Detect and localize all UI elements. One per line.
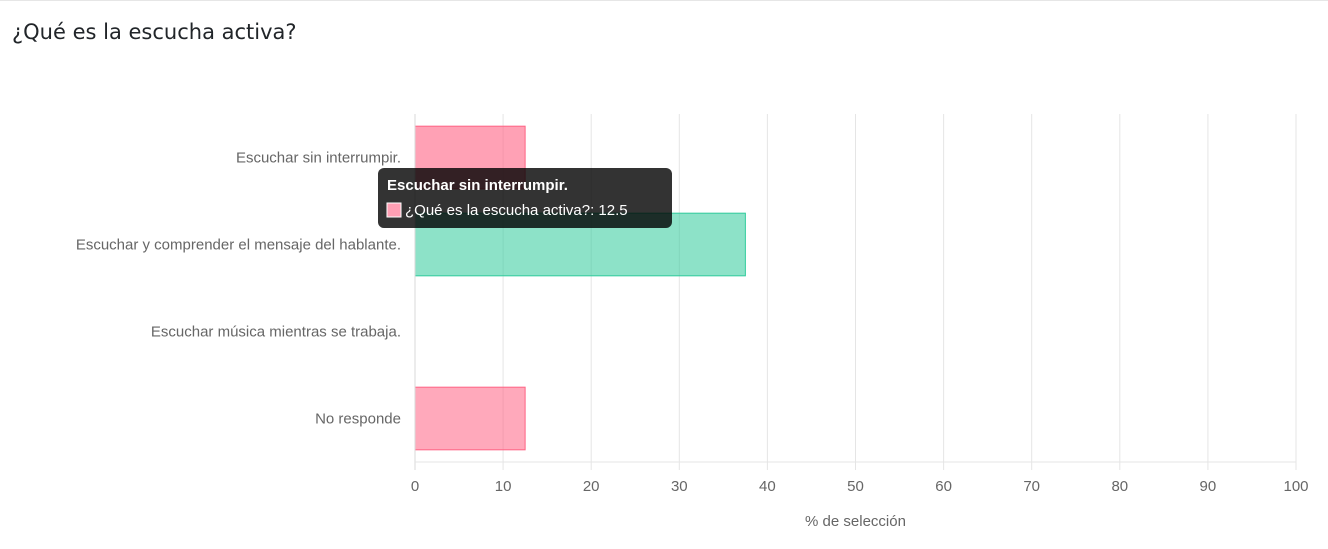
- top-border: [0, 0, 1328, 1]
- x-tick-label: 40: [759, 478, 776, 495]
- x-tick-label: 60: [935, 478, 952, 495]
- category-label: Escuchar música mientras se trabaja.: [151, 324, 401, 341]
- tooltip-background: [378, 168, 672, 228]
- x-tick-label: 80: [1111, 478, 1128, 495]
- x-tick-label: 10: [495, 478, 512, 495]
- bars: [414, 125, 746, 451]
- x-tick-label: 30: [671, 478, 688, 495]
- x-tick-label: 90: [1200, 478, 1217, 495]
- tooltip-label: ¿Qué es la escucha activa?: 12.5: [405, 202, 628, 219]
- x-tick-label: 20: [583, 478, 600, 495]
- category-label: No responde: [315, 411, 401, 428]
- tooltip-title: Escuchar sin interrumpir.: [387, 177, 568, 194]
- tooltip-color-swatch: [386, 202, 402, 218]
- labels: 0 10 20 30 40 50 60 70 80 90 100 Escuchar sin inter…: [76, 150, 1309, 496]
- question-title: ¿Qué es la escucha activa?: [12, 20, 297, 44]
- x-axis-title: % de selección: [805, 513, 906, 530]
- x-tick-label: 100: [1283, 478, 1308, 495]
- category-label: Escuchar y comprender el mensaje del hab…: [76, 237, 401, 254]
- x-tick-label: 50: [847, 478, 864, 495]
- tooltip: Escuchar sin interrumpir. ¿Qué es la esc…: [378, 168, 672, 228]
- x-tick-label: 70: [1023, 478, 1040, 495]
- grid-lines: [414, 114, 1297, 470]
- category-label: Escuchar sin interrumpir.: [236, 150, 401, 167]
- bar-4[interactable]: [414, 386, 526, 451]
- x-tick-label: 0: [411, 478, 419, 495]
